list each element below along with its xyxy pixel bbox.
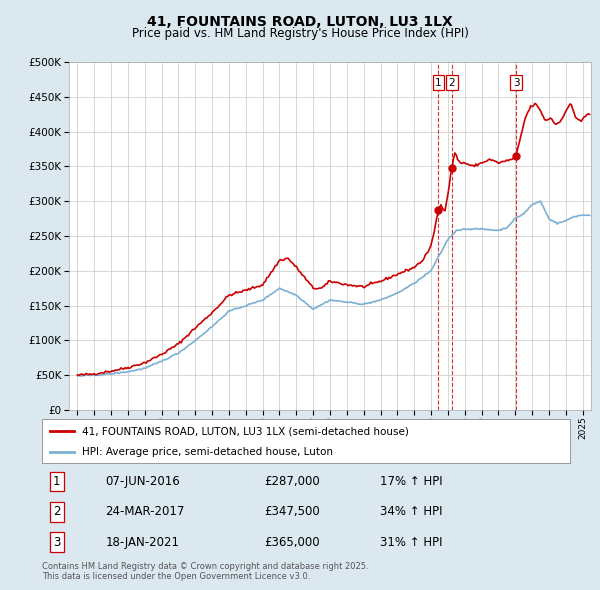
Text: 2: 2 <box>53 505 61 519</box>
Text: 31% ↑ HPI: 31% ↑ HPI <box>380 536 442 549</box>
Text: 3: 3 <box>513 78 520 88</box>
Text: £365,000: £365,000 <box>264 536 319 549</box>
Text: 41, FOUNTAINS ROAD, LUTON, LU3 1LX: 41, FOUNTAINS ROAD, LUTON, LU3 1LX <box>147 15 453 29</box>
Text: 07-JUN-2016: 07-JUN-2016 <box>106 475 180 488</box>
Text: 1: 1 <box>53 475 61 488</box>
Text: 34% ↑ HPI: 34% ↑ HPI <box>380 505 442 519</box>
Text: 18-JAN-2021: 18-JAN-2021 <box>106 536 179 549</box>
Text: £347,500: £347,500 <box>264 505 320 519</box>
Text: 41, FOUNTAINS ROAD, LUTON, LU3 1LX (semi-detached house): 41, FOUNTAINS ROAD, LUTON, LU3 1LX (semi… <box>82 427 409 436</box>
Text: Price paid vs. HM Land Registry's House Price Index (HPI): Price paid vs. HM Land Registry's House … <box>131 27 469 40</box>
Text: 17% ↑ HPI: 17% ↑ HPI <box>380 475 443 488</box>
Text: Contains HM Land Registry data © Crown copyright and database right 2025.: Contains HM Land Registry data © Crown c… <box>42 562 368 571</box>
Text: 2: 2 <box>448 78 455 88</box>
Text: HPI: Average price, semi-detached house, Luton: HPI: Average price, semi-detached house,… <box>82 447 332 457</box>
Text: 3: 3 <box>53 536 61 549</box>
Text: 24-MAR-2017: 24-MAR-2017 <box>106 505 185 519</box>
Text: This data is licensed under the Open Government Licence v3.0.: This data is licensed under the Open Gov… <box>42 572 310 581</box>
Text: 1: 1 <box>435 78 442 88</box>
Text: £287,000: £287,000 <box>264 475 320 488</box>
